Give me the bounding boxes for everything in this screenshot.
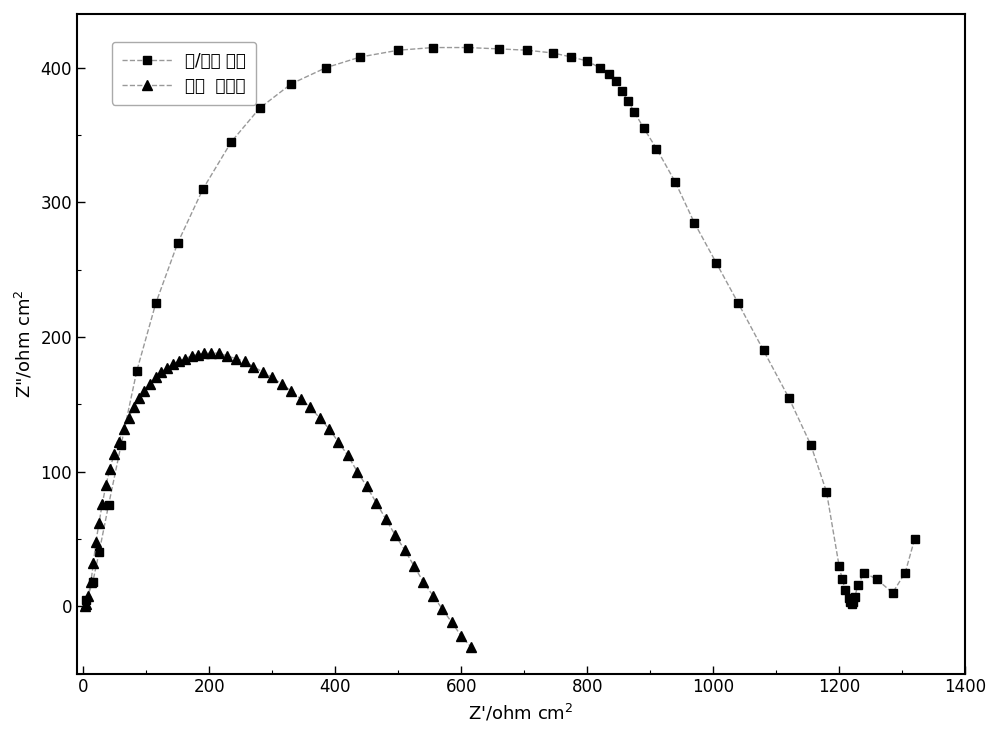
钛/硒转 化膜 (427, 43, 439, 52)
钛/硒转 化膜 (115, 440, 127, 449)
Y-axis label: Z"/ohm cm$^2$: Z"/ohm cm$^2$ (14, 290, 35, 398)
空白  铝合金 (79, 602, 91, 611)
钛/硒转 化膜 (80, 595, 92, 604)
空白  铝合金 (198, 349, 210, 357)
钛/硒转 化膜 (638, 124, 650, 133)
钛/硒转 化膜 (909, 534, 921, 543)
X-axis label: Z'/ohm cm$^2$: Z'/ohm cm$^2$ (468, 702, 574, 723)
钛/硒转 化膜 (547, 49, 559, 57)
空白  铝合金 (276, 380, 288, 388)
空白  铝合金 (351, 467, 363, 476)
钛/硒转 化膜 (846, 599, 858, 608)
空白  铝合金 (247, 362, 259, 371)
Line: 空白  铝合金: 空白 铝合金 (80, 349, 476, 652)
Line: 钛/硒转 化膜: 钛/硒转 化膜 (82, 43, 919, 608)
空白  铝合金 (161, 363, 173, 372)
钛/硒转 化膜 (710, 259, 722, 268)
钛/硒转 化膜 (758, 346, 770, 355)
空白  铝合金 (465, 642, 477, 651)
空白  铝合金 (295, 394, 307, 403)
空白  铝合金 (80, 599, 92, 608)
Legend: 钛/硒转 化膜, 空白  铝合金: 钛/硒转 化膜, 空白 铝合金 (112, 42, 256, 105)
钛/硒转 化膜 (616, 86, 628, 95)
